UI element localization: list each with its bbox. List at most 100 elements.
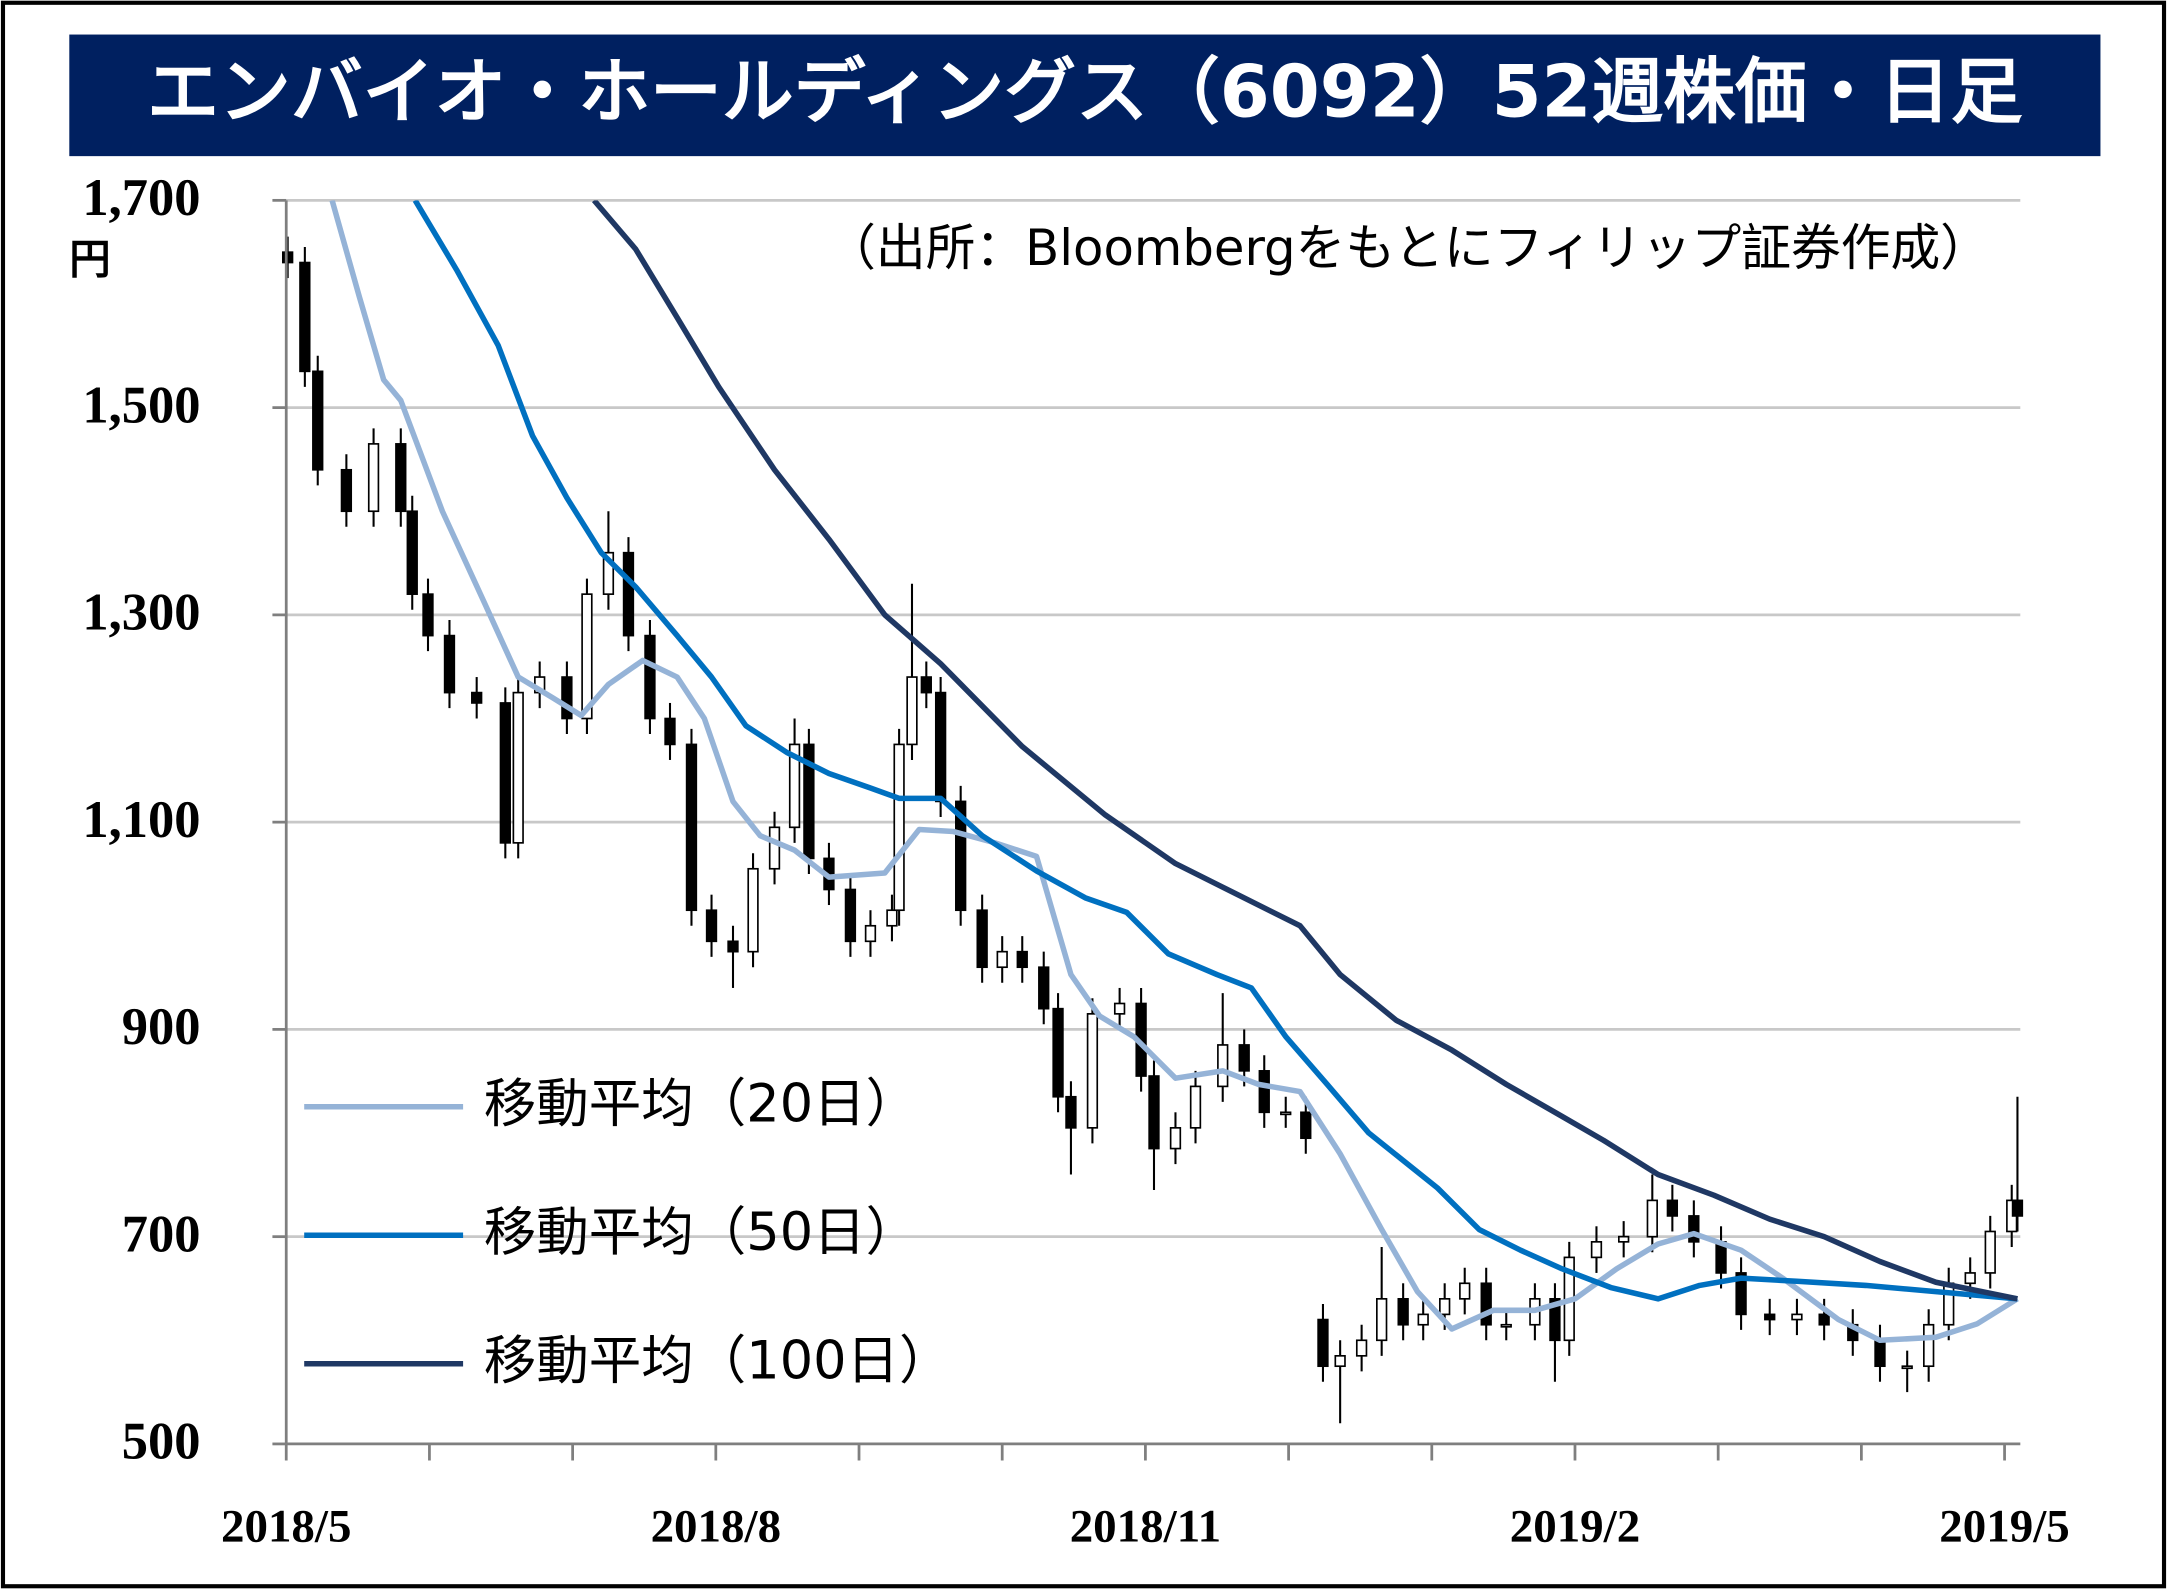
candle-body (367, 443, 380, 513)
candle-body (644, 634, 656, 720)
candle-body (1052, 1007, 1064, 1098)
moving-average-line (412, 200, 2018, 1302)
candle-body (299, 261, 311, 373)
candle-body (664, 717, 676, 746)
candle-body (1217, 1044, 1229, 1088)
candle-body (920, 676, 932, 694)
candle-body (1590, 1241, 1603, 1259)
candle-body (1148, 1075, 1160, 1150)
candles (282, 236, 2024, 1424)
x-tick-label: 2018/11 (1070, 1501, 1221, 1553)
candle-body (312, 370, 324, 471)
legend: 移動平均（20日） 移動平均（50日） 移動平均（100日） (304, 1073, 952, 1391)
candle-body (886, 909, 898, 927)
legend-label: 移動平均（100日） (484, 1330, 952, 1391)
candle-body (976, 909, 988, 969)
candle-body (1300, 1111, 1312, 1140)
candle-body (1016, 950, 1028, 969)
candle-body (1376, 1298, 1388, 1342)
candle-body (1818, 1313, 1830, 1326)
candle-body (406, 510, 418, 595)
y-tick-label: 900 (122, 998, 201, 1056)
candle-body (768, 826, 781, 870)
candle-body (747, 867, 759, 953)
candle-body (1280, 1111, 1292, 1116)
candle-body (561, 676, 573, 720)
candle-body (727, 940, 739, 953)
legend-label: 移動平均（20日） (484, 1073, 918, 1134)
y-tick-label: 1,100 (82, 791, 200, 849)
candle-body (893, 743, 905, 912)
x-tick-label: 2018/5 (221, 1501, 351, 1553)
candle-body (1549, 1298, 1561, 1342)
x-tick-label: 2018/8 (651, 1501, 781, 1553)
source-note: （出所：Bloombergをもとにフィリップ証券作成） (826, 219, 1990, 277)
title-banner (69, 34, 2101, 157)
moving-average-line (329, 200, 2019, 1344)
candle-body (906, 676, 918, 746)
candle-body (1238, 1044, 1250, 1072)
candle-body (499, 702, 511, 844)
candle-body (1334, 1355, 1346, 1368)
candle-body (1417, 1313, 1429, 1326)
candle-body (395, 443, 407, 513)
y-tick-label: 700 (122, 1205, 201, 1263)
candle-body (512, 691, 524, 844)
candle-body (1355, 1339, 1368, 1357)
candle-body (1065, 1095, 1077, 1129)
candle-body (705, 909, 718, 943)
candle-body (1964, 1272, 1976, 1285)
candle-body (996, 950, 1008, 969)
candle-body (2011, 1199, 2024, 1217)
candle-body (622, 551, 635, 637)
y-tick-label: 1,500 (82, 376, 200, 434)
candle-body (1189, 1085, 1202, 1129)
candle-body (1439, 1298, 1451, 1316)
candle-body (1086, 1013, 1099, 1129)
candle-body (1666, 1199, 1679, 1217)
candle-body (1735, 1272, 1747, 1316)
candle-body (1923, 1323, 1935, 1368)
candle-body (1874, 1339, 1886, 1368)
candle-body (1397, 1298, 1409, 1326)
candle-body (1901, 1365, 1913, 1370)
chart-title: エンバイオ・ホールディングス（6092）52週株価・日足 (147, 49, 2023, 133)
candle-body (340, 468, 353, 513)
axes: 500 700 900 1,100 1,300 1,500 1,700 2018/5 2018/… (82, 169, 2069, 1553)
moving-averages (329, 200, 2019, 1344)
candle-body (1688, 1215, 1700, 1243)
candle-body (788, 743, 801, 829)
candle-body (602, 551, 615, 595)
candle-body (1317, 1318, 1329, 1368)
grid (286, 198, 2021, 1239)
moving-average-line (591, 200, 2018, 1302)
candle-body (1764, 1313, 1776, 1321)
candle-body (1459, 1282, 1471, 1300)
candle-body (1038, 966, 1050, 1010)
y-tick-label: 1,700 (82, 169, 200, 227)
candle-body (1169, 1127, 1182, 1150)
candle-body (1646, 1199, 1658, 1238)
candle-body (1480, 1282, 1492, 1326)
candle-body (1113, 1002, 1126, 1015)
candle-body (844, 888, 857, 943)
candle-body (471, 691, 483, 704)
candle-body (1943, 1282, 1955, 1326)
legend-label: 移動平均（50日） (484, 1202, 918, 1263)
candle-body (955, 800, 967, 912)
candle-body (581, 593, 593, 720)
candle-body (422, 593, 434, 637)
candle-body (1500, 1323, 1512, 1328)
candle-body (934, 691, 947, 803)
candle-body (1618, 1235, 1630, 1243)
x-tick-label: 2019/5 (1939, 1501, 2069, 1553)
candle-body (443, 634, 456, 694)
candle-body (1258, 1070, 1270, 1114)
candle-body (282, 251, 294, 264)
candle-body (685, 743, 698, 912)
y-tick-label: 500 (122, 1413, 201, 1471)
candle-body (864, 924, 877, 943)
x-tick-label: 2019/2 (1510, 1501, 1640, 1553)
